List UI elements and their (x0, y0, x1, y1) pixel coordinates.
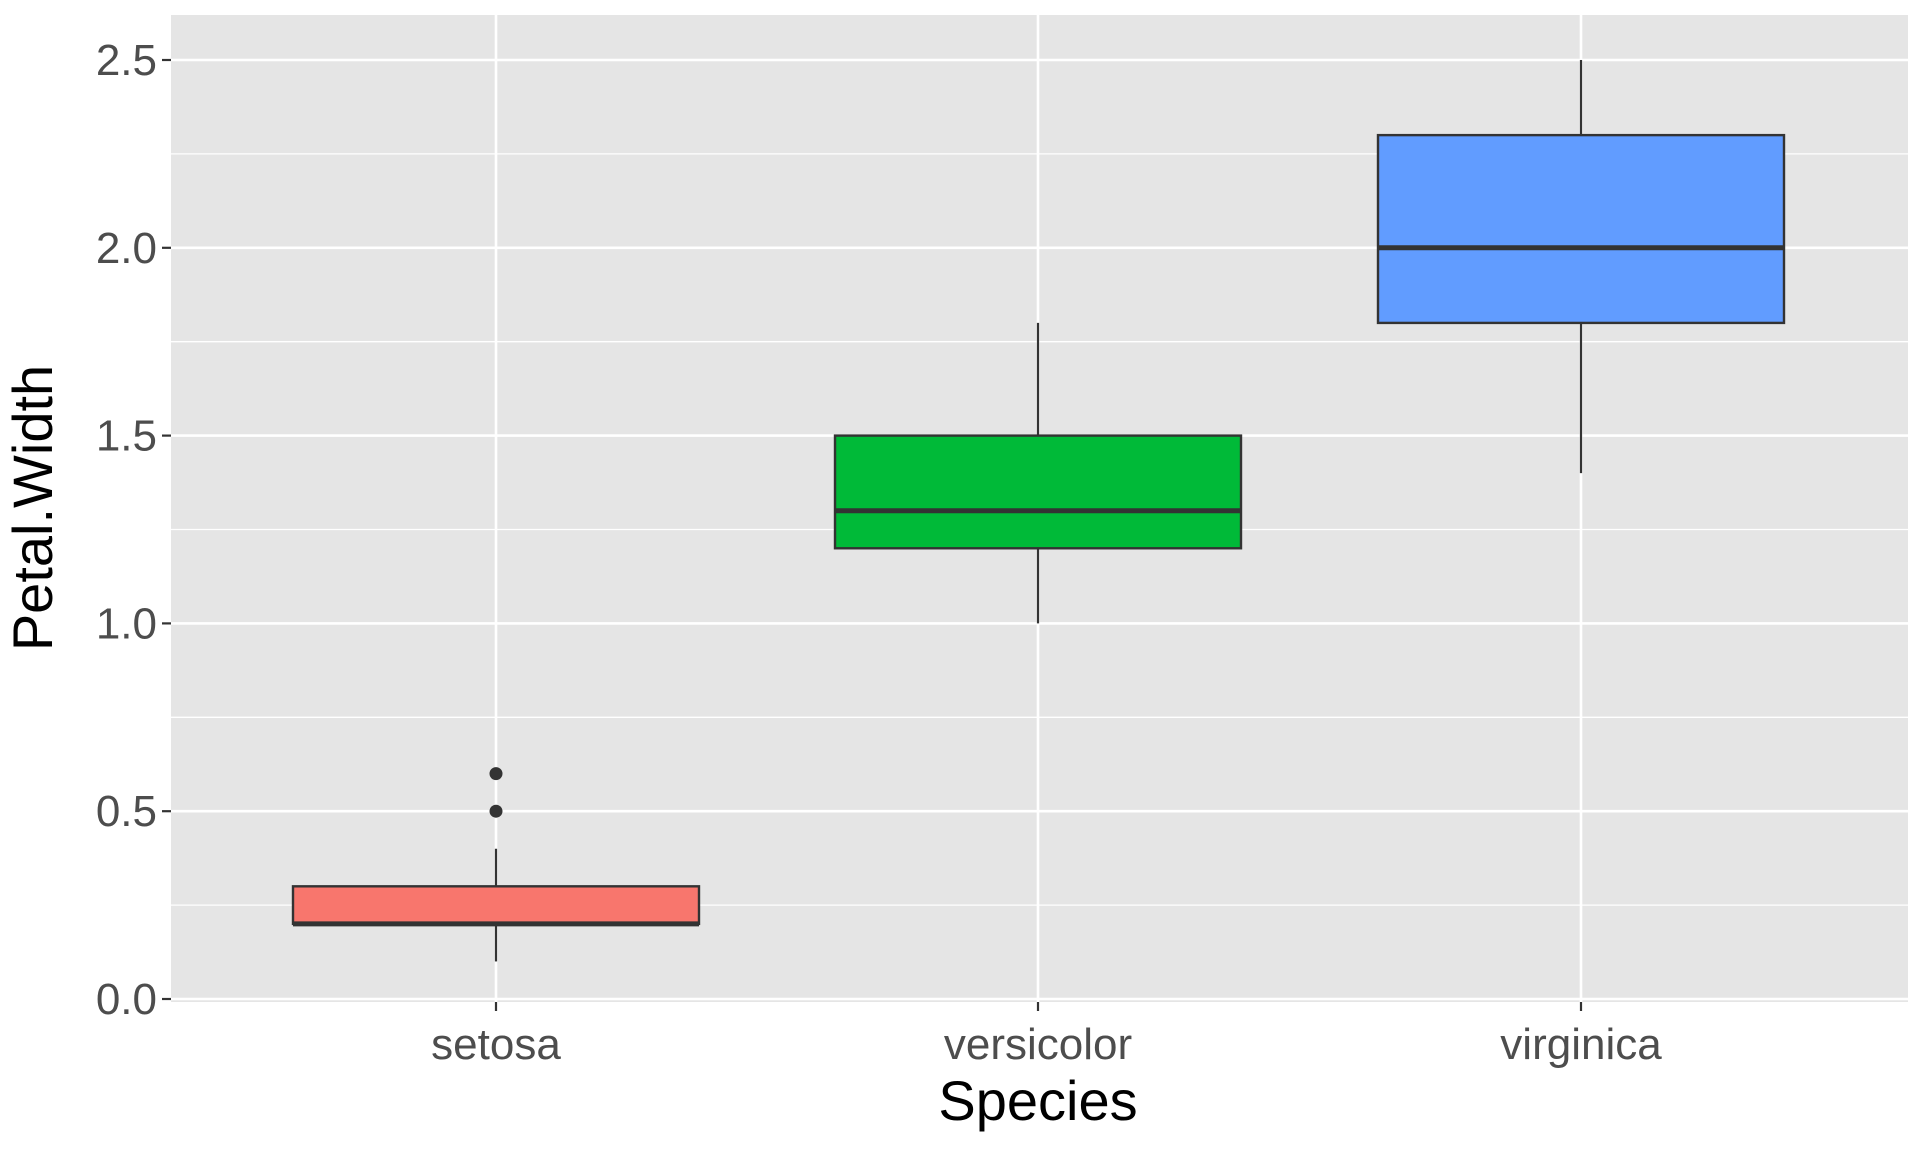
outlier-point (489, 767, 503, 781)
y-axis-title: Petal.Width (1, 365, 64, 651)
y-tick-label: 0.5 (96, 787, 157, 836)
y-tick-label: 2.0 (96, 224, 157, 273)
x-axis-ticks: setosa versicolor virginica (431, 1002, 1662, 1069)
x-tick-label: versicolor (944, 1020, 1132, 1069)
boxes (291, 60, 1786, 962)
x-axis-title: Species (938, 1069, 1137, 1132)
y-axis-ticks: 0.0 0.5 1.0 1.5 2.0 2.5 (96, 36, 171, 1024)
iqr-box (291, 885, 701, 926)
y-tick-label: 1.5 (96, 412, 157, 461)
x-tick-label: setosa (431, 1020, 561, 1069)
y-tick-label: 2.5 (96, 36, 157, 85)
box-versicolor (833, 322, 1243, 624)
box-setosa (291, 767, 701, 962)
outlier-point (489, 804, 503, 818)
y-tick-label: 1.0 (96, 599, 157, 648)
iqr-box (1376, 133, 1786, 325)
y-tick-label: 0.0 (96, 975, 157, 1024)
iqr-box (833, 434, 1243, 550)
x-tick-label: virginica (1500, 1020, 1662, 1069)
box-virginica (1376, 60, 1786, 474)
